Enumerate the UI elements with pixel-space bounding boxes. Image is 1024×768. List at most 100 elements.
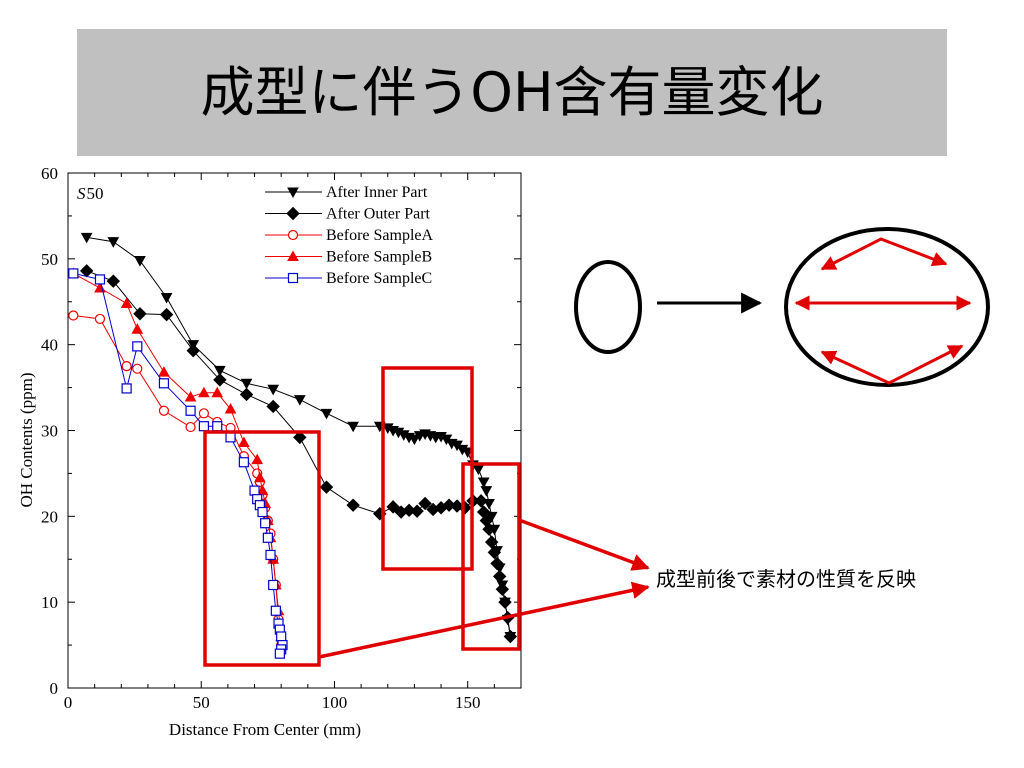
data-point	[80, 232, 93, 244]
y-tick-label: 40	[41, 336, 58, 355]
data-point	[287, 187, 299, 199]
data-point	[257, 506, 268, 518]
data-point	[472, 464, 485, 476]
series-before-samplea	[68, 310, 287, 651]
legend-label: Before SampleC	[326, 270, 432, 287]
data-point	[239, 387, 254, 402]
data-point	[256, 484, 269, 496]
data-point	[482, 522, 496, 536]
data-point	[158, 366, 170, 377]
data-point	[274, 648, 285, 659]
data-point	[134, 256, 146, 267]
data-point	[402, 503, 416, 518]
data-point	[131, 323, 144, 334]
data-point	[320, 408, 333, 420]
data-point	[185, 405, 196, 416]
data-point	[106, 274, 121, 288]
data-point	[214, 365, 226, 377]
data-point	[270, 605, 281, 616]
data-point	[107, 237, 120, 248]
y-axis-label: OH Contents (ppm)	[17, 372, 36, 507]
highlight-box-inner	[381, 366, 474, 571]
data-point	[442, 498, 456, 512]
data-point	[68, 310, 79, 321]
series-line	[73, 315, 282, 646]
data-point	[184, 390, 197, 402]
data-point	[495, 582, 510, 596]
callout-arrow-upper	[518, 518, 650, 571]
data-point	[198, 408, 209, 419]
data-point	[346, 498, 360, 512]
legend-entry: After Outer Part	[265, 206, 431, 223]
data-point	[159, 307, 174, 322]
legend-label: After Outer Part	[326, 206, 431, 223]
data-point	[158, 378, 170, 389]
stress-arrows	[794, 237, 972, 385]
highlight-box-outer	[461, 462, 521, 651]
small-ellipse	[574, 260, 642, 354]
legend-entry: Before SampleB	[265, 249, 432, 266]
data-point	[293, 395, 306, 406]
y-tick-label: 30	[41, 422, 58, 441]
series-after-outer-part	[79, 264, 518, 644]
data-point	[287, 250, 299, 261]
legend-label: After Inner Part	[326, 184, 428, 201]
data-point	[408, 434, 421, 446]
data-point	[477, 477, 490, 489]
data-point	[133, 307, 147, 321]
y-tick-label: 50	[41, 250, 58, 269]
data-point	[160, 292, 173, 304]
data-point	[211, 386, 224, 398]
x-tick-label: 150	[455, 693, 481, 712]
data-point	[293, 430, 307, 445]
data-point	[238, 436, 250, 448]
x-tick-label: 0	[64, 693, 73, 712]
data-point	[198, 386, 210, 398]
data-point	[262, 532, 273, 543]
legend-entry: Before SampleC	[265, 270, 432, 287]
x-tick-label: 100	[322, 693, 348, 712]
x-axis-label: Distance From Center (mm)	[169, 720, 361, 739]
data-point	[503, 629, 518, 644]
y-tick-label: 10	[41, 593, 58, 612]
data-point	[267, 384, 280, 396]
data-point	[487, 545, 502, 560]
data-point	[260, 518, 271, 529]
data-point	[266, 399, 280, 414]
data-point	[265, 549, 276, 561]
data-point	[94, 274, 106, 285]
data-point	[249, 485, 260, 496]
data-point	[484, 535, 499, 549]
y-tick-label: 20	[41, 507, 58, 526]
series-before-sampleb	[67, 267, 288, 641]
data-point	[132, 363, 143, 374]
data-point	[68, 268, 79, 279]
data-point	[213, 373, 227, 387]
series-before-samplec	[68, 268, 288, 659]
title-banner: 成型に伴うOH含有量変化	[77, 29, 947, 156]
large-ellipse	[784, 227, 990, 387]
y-tick-label: 0	[50, 679, 59, 698]
y-tick-label: 60	[41, 164, 58, 183]
data-point	[286, 206, 300, 221]
annotation-text: 成型前後で素材の性質を反映	[656, 567, 916, 591]
data-point	[347, 421, 359, 433]
data-point	[498, 595, 512, 609]
data-point	[287, 229, 299, 241]
data-point	[287, 272, 299, 284]
highlight-box-before	[203, 430, 321, 667]
data-point	[132, 341, 143, 352]
data-point	[94, 313, 106, 325]
slide-title: 成型に伴うOH含有量変化	[200, 61, 824, 124]
data-point	[254, 471, 266, 483]
data-point	[386, 500, 400, 514]
data-point	[276, 631, 287, 642]
data-point	[461, 447, 474, 458]
data-point	[224, 403, 237, 414]
x-axis-ticks: 0 50 100 150	[64, 173, 495, 712]
data-point	[490, 556, 504, 571]
panel-label: S50	[77, 184, 104, 203]
data-point	[185, 421, 196, 433]
data-point	[120, 297, 133, 308]
